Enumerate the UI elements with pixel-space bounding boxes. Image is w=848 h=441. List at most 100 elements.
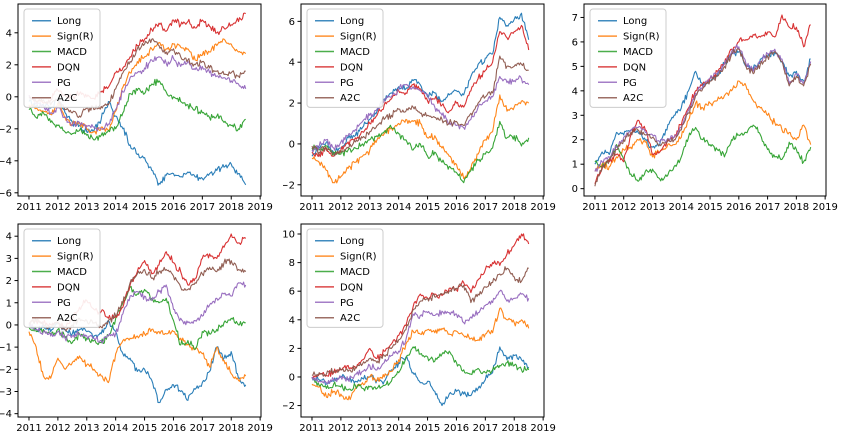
y-tick-label: 6 (289, 17, 295, 28)
series-line-A2C (594, 48, 812, 187)
legend-label: MACD (340, 47, 370, 58)
legend-label: Sign(R) (340, 252, 377, 263)
x-tick-label: 2011 (299, 202, 324, 213)
legend: Long Sign(R) MACD DQN PG A2C (306, 228, 384, 328)
legend-label: A2C (340, 93, 360, 104)
x-tick-label: 2018 (219, 423, 244, 434)
x-tick-label: 2013 (357, 423, 382, 434)
x-tick-label: 2019 (247, 202, 272, 213)
y-tick-label: 0 (572, 184, 578, 195)
legend-label: DQN (57, 282, 80, 293)
x-tick-label: 2016 (161, 202, 186, 213)
series-line-A2C (28, 38, 246, 118)
legend-label: A2C (340, 313, 360, 324)
x-tick-label: 2017 (473, 423, 498, 434)
legend-label: PG (57, 298, 71, 309)
legend-label: DQN (340, 62, 363, 73)
series-line-Long (311, 12, 530, 157)
legend-label: MACD (57, 47, 87, 58)
legend-label: Sign(R) (340, 32, 377, 43)
series-line-Sign(R) (594, 80, 812, 172)
series-line-Sign(R) (28, 327, 247, 384)
legend-label: A2C (57, 313, 77, 324)
x-tick-label: 2018 (219, 202, 244, 213)
series-line-MACD (311, 346, 530, 392)
y-tick-label: −2 (283, 401, 295, 412)
y-tick-label: −6 (0, 188, 12, 199)
legend: Long Sign(R) MACD DQN PG A2C (589, 8, 667, 108)
x-tick-label: 2014 (103, 202, 128, 213)
subplot-top-left: 2011 2012 2013 2014 2015 2016 2017 2018 2019 −6 −4… (0, 0, 283, 220)
series-line-PG (594, 44, 812, 172)
series-line-DQN (594, 14, 811, 184)
y-tick-label: 4 (6, 232, 12, 243)
legend-label: Long (340, 16, 364, 27)
x-tick-label: 2019 (812, 202, 837, 213)
series-line-MACD (594, 124, 812, 182)
x-tick-label: 2016 (726, 202, 751, 213)
series-line-Sign(R) (311, 307, 530, 401)
legend: Long Sign(R) MACD DQN PG A2C (306, 8, 384, 108)
x-tick-label: 2018 (502, 423, 527, 434)
legend-label: DQN (57, 62, 80, 73)
x-tick-label: 2017 (190, 202, 215, 213)
y-tick-label: 2 (289, 344, 295, 355)
x-tick-label: 2013 (74, 423, 99, 434)
x-tick-label: 2015 (697, 202, 722, 213)
x-tick-label: 2014 (669, 202, 694, 213)
axes-frame (300, 223, 545, 418)
x-tick-label: 2011 (16, 202, 41, 213)
x-tick-label: 2012 (611, 202, 636, 213)
x-tick-label: 2016 (444, 202, 469, 213)
legend-label: Sign(R) (57, 252, 94, 263)
series-line-PG (311, 75, 530, 153)
x-tick-label: 2018 (784, 202, 809, 213)
legend-label: Sign(R) (57, 32, 94, 43)
legend-label: PG (340, 298, 354, 309)
legend-label: MACD (340, 267, 370, 278)
subplot-top-right: 2011 2012 2013 2014 2015 2016 2017 2018 2019 0 1 2 3… (566, 0, 848, 220)
y-tick-label: 1 (6, 298, 12, 309)
subplot-bottom-middle-svg: 2011 2012 2013 2014 2015 2016 2017 2018 2019 −2 0 2… (283, 223, 556, 434)
series-line-PG (28, 54, 247, 132)
y-tick-label: 10 (283, 230, 295, 241)
y-tick-label: 8 (289, 258, 295, 269)
series-line-MACD (28, 78, 246, 141)
x-tick-label: 2015 (415, 202, 440, 213)
y-tick-label: −4 (0, 409, 12, 420)
empty-cell (566, 220, 848, 441)
y-tick-label: 0 (6, 92, 12, 103)
y-tick-label: −3 (0, 387, 12, 398)
x-tick-label: 2011 (16, 423, 41, 434)
y-tick-label: 3 (572, 111, 578, 122)
legend-label: Long (57, 236, 81, 247)
subplot-bottom-left: 2011 2012 2013 2014 2015 2016 2017 2018 2019 −4 −3… (0, 220, 283, 441)
x-tick-label: 2014 (386, 202, 411, 213)
legend-label: A2C (57, 93, 77, 104)
series-line-Long (28, 97, 247, 186)
legend-label: DQN (623, 62, 646, 73)
legend-label: PG (340, 78, 354, 89)
series-line-DQN (311, 24, 530, 158)
y-tick-label: 4 (572, 86, 578, 97)
series-line-A2C (311, 55, 529, 157)
x-tick-label: 2015 (132, 423, 157, 434)
x-tick-label: 2011 (299, 423, 324, 434)
y-tick-label: 0 (289, 139, 295, 150)
x-tick-label: 2016 (444, 423, 469, 434)
legend: Long Sign(R) MACD DQN PG A2C (23, 228, 101, 328)
y-tick-label: −2 (283, 180, 295, 191)
legend-label: MACD (57, 267, 87, 278)
axes-frame (17, 223, 262, 418)
series-line-A2C (28, 258, 247, 332)
y-tick-label: 4 (289, 315, 295, 326)
legend-label: PG (57, 78, 71, 89)
subplot-bottom-left-svg: 2011 2012 2013 2014 2015 2016 2017 2018 2019−4−3… (0, 223, 273, 434)
y-tick-label: 4 (6, 28, 12, 39)
x-tick-label: 2017 (473, 202, 498, 213)
y-tick-label: 6 (572, 37, 578, 48)
legend-label: Long (623, 16, 647, 27)
subplot-top-middle: 2011 2012 2013 2014 2015 2016 2017 2018 2019 −2 0 2… (283, 0, 566, 220)
y-tick-label: 2 (572, 135, 578, 146)
